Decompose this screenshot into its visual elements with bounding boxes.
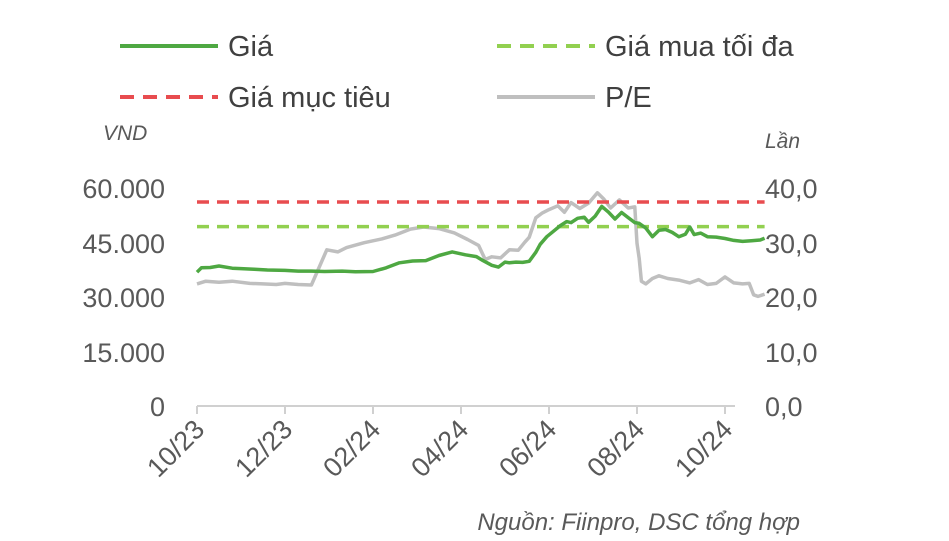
x-tick-label: 06/24 [493,414,562,483]
x-tick-label: 04/24 [405,414,474,483]
series-layer [195,191,766,299]
x-tick-label: 02/24 [317,414,386,483]
right-y-tick: 10,0 [765,338,818,368]
legend: Giá Giá mua tối đa Giá mục tiêu P/E [120,31,794,114]
legend-label-gia: Giá [228,31,274,63]
legend-label-gia-mua-toi-da: Giá mua tối đa [605,31,794,63]
right-y-tick: 30,0 [765,229,818,259]
left-y-ticks: 60.000 45.000 30.000 15.000 0 [82,174,165,422]
right-y-tick: 20,0 [765,283,818,313]
x-tick-marks [196,406,726,414]
right-axis-unit: Lần [765,130,800,153]
x-tick-label: 12/23 [229,414,298,483]
x-tick-label: 10/23 [141,414,210,483]
left-y-tick: 15.000 [82,338,165,368]
legend-label-pe: P/E [605,82,652,114]
left-y-tick: 45.000 [82,229,165,259]
left-axis-unit: VND [103,122,147,145]
right-y-tick: 0,0 [765,392,803,422]
legend-label-gia-muc-tieu: Giá mục tiêu [228,82,391,114]
series-line-gia [195,204,766,274]
source-note: Nguồn: Fiinpro, DSC tổng hợp [477,509,800,536]
right-y-ticks: 40,0 30,0 20,0 10,0 0,0 [765,174,818,422]
left-y-tick: 60.000 [82,174,165,204]
series-line-pe [196,191,766,299]
x-tick-labels: 10/23 12/23 02/24 04/24 06/24 08/24 10/2… [141,414,738,483]
left-y-tick: 0 [150,392,165,422]
x-tick-label: 10/24 [669,414,738,483]
left-y-tick: 30.000 [82,283,165,313]
right-y-tick: 40,0 [765,174,818,204]
x-tick-label: 08/24 [581,414,650,483]
